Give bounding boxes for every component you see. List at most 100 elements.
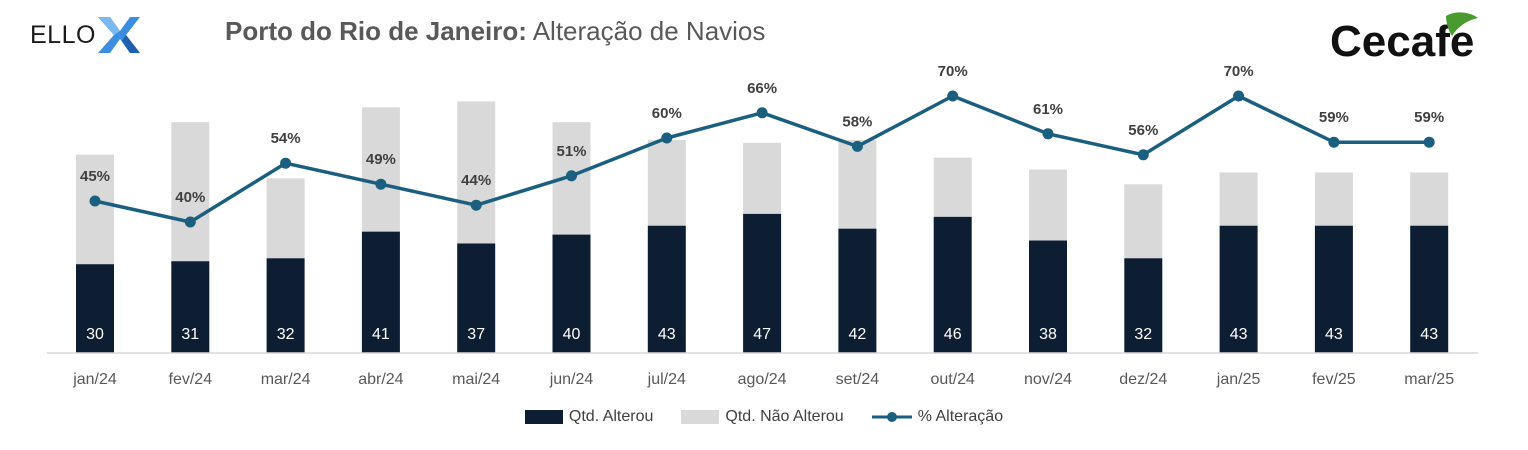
bar-value-label: 30: [86, 326, 104, 343]
x-tick-label: fev/25: [1312, 371, 1356, 388]
legend-label-not-altered: Qtd. Não Alterou: [725, 408, 844, 425]
percent-label: 56%: [1128, 122, 1158, 139]
bar-value-label: 37: [467, 326, 485, 343]
bar-not-altered: [838, 139, 877, 229]
line-layer: 45% 40% 54% 49% 44% 51% 60% 66% 58% 70% 61% 56% 70% 5…: [80, 63, 1444, 228]
percent-label: 59%: [1319, 109, 1349, 126]
percent-point: [89, 195, 101, 207]
percent-point: [184, 216, 196, 228]
x-tick-label: abr/24: [358, 371, 403, 388]
ello-logo: ELLO: [30, 12, 142, 58]
legend: Qtd. Alterou Qtd. Não Alterou % Alteraçã…: [0, 408, 1528, 426]
labels-layer: 30 jan/24 31 fev/24 32 mar/24 41 abr/24 37 mai/24…: [72, 326, 1454, 388]
bar-not-altered: [1410, 172, 1449, 226]
bar-value-label: 31: [181, 326, 199, 343]
legend-swatch-not-altered: [681, 410, 720, 424]
bar-altered: [457, 243, 496, 353]
percent-label: 51%: [556, 143, 586, 160]
percent-label: 66%: [747, 80, 777, 97]
percent-point: [756, 107, 768, 119]
bar-altered: [266, 258, 305, 353]
x-tick-label: jul/24: [647, 371, 686, 388]
legend-label-percent: % Alteração: [917, 408, 1004, 425]
percent-point: [470, 199, 482, 211]
x-tick-label: jan/24: [72, 371, 117, 388]
bar-value-label: 43: [1325, 326, 1343, 343]
x-tick-label: dez/24: [1119, 371, 1167, 388]
leaf-icon: [1446, 12, 1478, 36]
bar-altered: [1124, 258, 1163, 353]
bar-value-label: 32: [1134, 326, 1152, 343]
percent-point: [1137, 149, 1149, 161]
percent-point: [1042, 128, 1054, 140]
legend-item-percent: % Alteração: [871, 408, 1004, 426]
bar-value-label: 38: [1039, 326, 1057, 343]
bar-altered: [552, 234, 591, 353]
chart-title-rest: Alteração de Navios: [526, 16, 766, 46]
percent-label: 45%: [80, 168, 110, 185]
bar-not-altered: [1124, 184, 1163, 259]
x-tick-label: mar/25: [1404, 371, 1454, 388]
percent-label: 49%: [366, 151, 396, 168]
chart-title: Porto do Rio de Janeiro: Alteração de Na…: [225, 16, 765, 47]
bar-value-label: 32: [277, 326, 295, 343]
ello-logo-text: ELLO: [30, 20, 96, 49]
bar-altered: [1219, 225, 1258, 353]
x-tick-label: mar/24: [261, 371, 311, 388]
percent-label: 40%: [175, 189, 205, 206]
bar-not-altered: [457, 101, 496, 244]
cecafe-logo-mark: Cecafe: [1330, 12, 1478, 66]
bar-altered: [361, 231, 400, 353]
percent-point: [1233, 90, 1245, 102]
percent-label: 44%: [461, 172, 491, 189]
bar-value-label: 43: [1230, 326, 1248, 343]
bar-value-label: 41: [372, 326, 390, 343]
x-tick-label: jun/24: [549, 371, 594, 388]
bar-altered: [838, 228, 877, 353]
x-tick-label: set/24: [836, 371, 880, 388]
percent-point: [1423, 136, 1435, 148]
percent-label: 70%: [938, 63, 968, 80]
bar-altered: [1410, 225, 1449, 353]
x-tick-label: out/24: [930, 371, 975, 388]
legend-label-altered: Qtd. Alterou: [568, 408, 654, 425]
percent-label: 58%: [842, 113, 872, 130]
bar-value-label: 46: [944, 326, 962, 343]
x-tick-label: fev/24: [169, 371, 213, 388]
legend-swatch-percent: [871, 412, 912, 422]
bar-altered: [1314, 225, 1353, 353]
bar-altered: [647, 225, 686, 353]
bar-altered: [171, 261, 210, 353]
bar-not-altered: [266, 178, 305, 259]
bar-not-altered: [76, 154, 114, 265]
percent-point: [375, 178, 387, 190]
bar-altered: [76, 264, 114, 353]
x-tick-label: ago/24: [738, 371, 787, 388]
bar-value-label: 43: [658, 326, 676, 343]
x-tick-label: nov/24: [1024, 371, 1072, 388]
bar-value-label: 40: [563, 326, 581, 343]
percent-point: [1328, 136, 1340, 148]
legend-item-altered: Qtd. Alterou: [524, 408, 654, 426]
ello-x-icon: [97, 17, 140, 53]
bar-value-label: 43: [1420, 326, 1438, 343]
bar-not-altered: [1219, 172, 1258, 226]
bar-altered: [1029, 240, 1067, 353]
bar-altered: [933, 216, 972, 353]
percent-point: [566, 170, 577, 182]
percent-label: 54%: [271, 130, 301, 147]
percent-point: [947, 90, 959, 102]
bar-not-altered: [933, 157, 972, 217]
legend-swatch-altered: [524, 410, 563, 424]
x-tick-label: mai/24: [452, 371, 500, 388]
bar-altered: [743, 213, 782, 353]
legend-item-not-altered: Qtd. Não Alterou: [681, 408, 844, 426]
percent-label: 60%: [652, 105, 682, 122]
cecafe-logo: Cecafe: [1328, 10, 1498, 73]
bars-layer: [76, 101, 1449, 353]
bar-not-altered: [743, 142, 782, 214]
bar-not-altered: [361, 107, 400, 232]
percent-label: 59%: [1414, 109, 1444, 126]
x-tick-label: jan/25: [1216, 371, 1261, 388]
